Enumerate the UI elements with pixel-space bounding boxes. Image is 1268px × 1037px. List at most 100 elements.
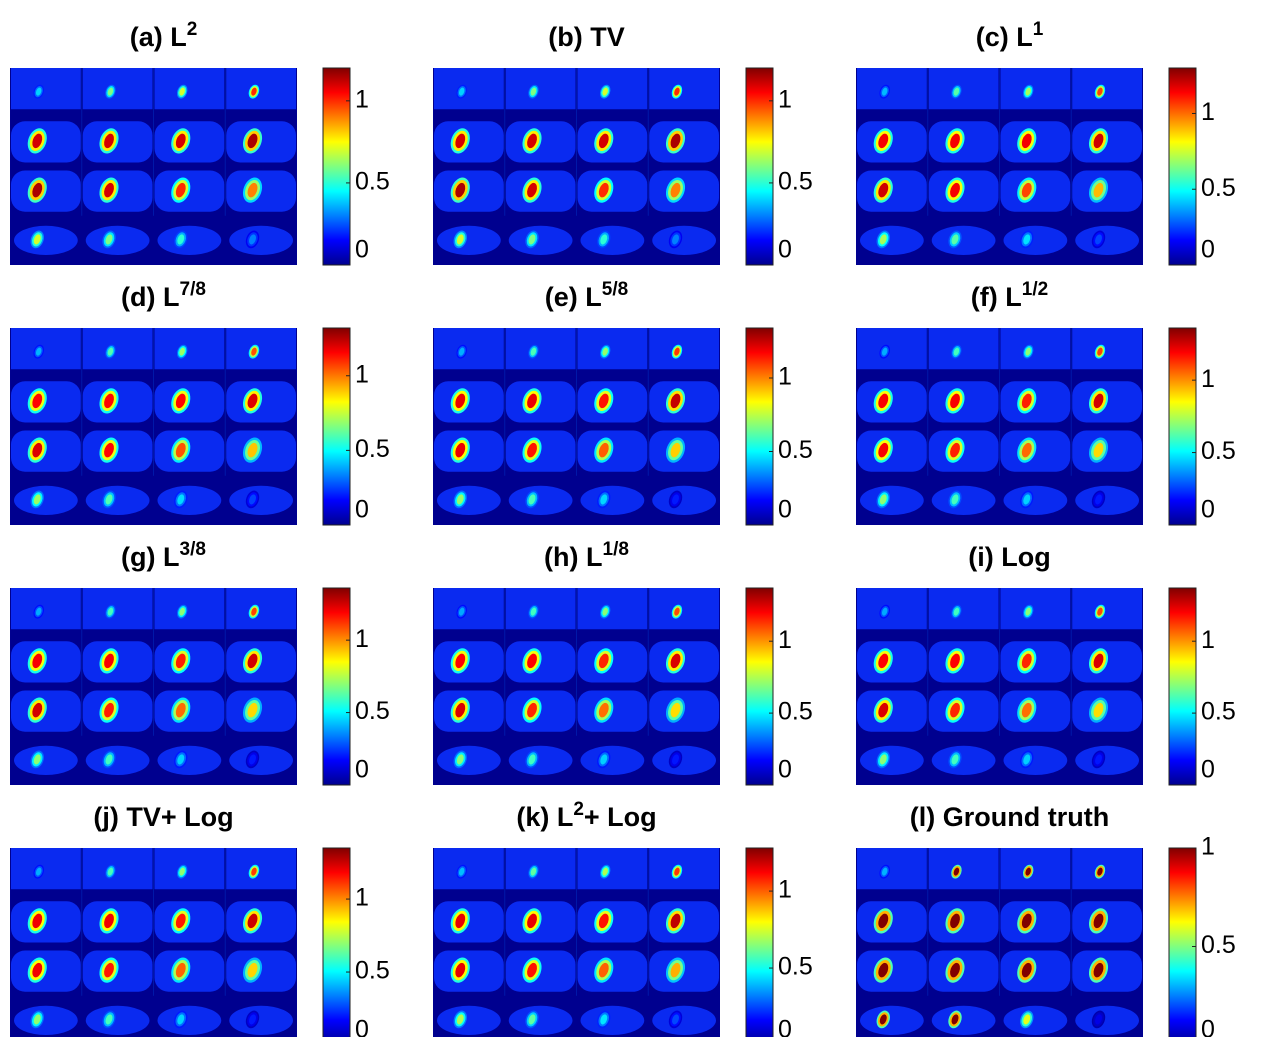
- body-slice: [860, 226, 924, 255]
- body-slice: [932, 1006, 996, 1035]
- colorbar: [1169, 848, 1196, 1037]
- title-text: (h) L: [544, 542, 602, 572]
- colorbar-tick-label: 0.5: [778, 953, 813, 981]
- colorbar: [746, 68, 773, 265]
- body-slice: [509, 486, 573, 515]
- colorbar: [1169, 328, 1196, 525]
- body-slice: [581, 486, 645, 515]
- title-text: (d) L: [121, 282, 179, 312]
- body-slice: [509, 746, 573, 775]
- body-slice: [14, 1006, 78, 1035]
- body-slice: [434, 328, 504, 369]
- body-slice: [652, 1006, 716, 1035]
- body-slice: [1072, 588, 1142, 629]
- title-text: (c) L: [976, 22, 1033, 52]
- colorbar-tick-label: 1: [778, 876, 792, 904]
- body-slice: [86, 486, 150, 515]
- colorbar-tick-label: 0.5: [355, 957, 390, 985]
- body-slice: [509, 1006, 573, 1035]
- colorbar: [323, 848, 350, 1037]
- colorbar-tick-label: 0.5: [355, 697, 390, 725]
- colorbar-tick-label: 0.5: [355, 435, 390, 463]
- body-slice: [1001, 588, 1071, 629]
- body-slice: [1004, 1006, 1068, 1035]
- colorbar-tick-label: 1: [1201, 626, 1215, 654]
- body-slice: [1001, 848, 1071, 889]
- colorbar-tick-label: 0.5: [355, 168, 390, 196]
- title-text: (j) TV+ Log: [93, 802, 233, 832]
- body-slice: [229, 486, 293, 515]
- colorbar: [746, 328, 773, 525]
- body-slice: [932, 226, 996, 255]
- body-slice: [860, 746, 924, 775]
- title-text: (e) L: [545, 282, 602, 312]
- colorbar-tick-label: 0.5: [1201, 174, 1236, 202]
- body-slice: [1001, 68, 1071, 109]
- panel-title: (j) TV+ Log: [93, 802, 233, 832]
- colorbar-tick-label: 0: [1201, 496, 1215, 524]
- body-slice: [506, 68, 576, 109]
- colorbar-tick-label: 0: [1201, 1016, 1215, 1037]
- body-slice: [229, 226, 293, 255]
- body-slice: [506, 848, 576, 889]
- title-superscript: 2: [187, 19, 198, 40]
- body-slice: [86, 1006, 150, 1035]
- body-slice: [578, 68, 648, 109]
- title-superscript: 3/8: [180, 539, 206, 560]
- colorbar-tick-label: 0.5: [1201, 437, 1236, 465]
- colorbar-tick-label: 0: [778, 1016, 792, 1037]
- colorbar-tick-label: 0: [355, 756, 369, 784]
- body-slice: [14, 486, 78, 515]
- colorbar-tick-label: 1: [355, 360, 369, 388]
- body-slice: [929, 328, 999, 369]
- panel-title: (d) L7/8: [121, 279, 206, 312]
- colorbar-tick-label: 0: [778, 496, 792, 524]
- title-text: (l) Ground truth: [910, 802, 1109, 832]
- body-slice: [229, 1006, 293, 1035]
- body-slice: [506, 328, 576, 369]
- title-text: + Log: [584, 802, 657, 832]
- colorbar-tick-label: 0: [1201, 236, 1215, 264]
- body-slice: [86, 226, 150, 255]
- body-slice: [226, 68, 296, 109]
- colorbar: [746, 588, 773, 785]
- colorbar-tick-label: 1: [355, 625, 369, 653]
- body-slice: [1075, 1006, 1139, 1035]
- colorbar: [323, 68, 350, 265]
- title-superscript: 1/2: [1022, 279, 1048, 300]
- body-slice: [857, 588, 927, 629]
- title-superscript: 1/8: [603, 539, 629, 560]
- body-slice: [1001, 328, 1071, 369]
- body-slice: [1072, 68, 1142, 109]
- body-slice: [506, 588, 576, 629]
- title-text: (g) L: [121, 542, 179, 572]
- body-slice: [929, 588, 999, 629]
- body-slice: [83, 588, 153, 629]
- body-slice: [434, 588, 504, 629]
- body-slice: [581, 1006, 645, 1035]
- body-slice: [1075, 226, 1139, 255]
- colorbar: [746, 848, 773, 1037]
- colorbar-tick-label: 1: [355, 884, 369, 912]
- body-slice: [155, 588, 225, 629]
- colorbar-tick-label: 1: [355, 85, 369, 113]
- body-slice: [581, 226, 645, 255]
- body-slice: [581, 746, 645, 775]
- body-slice: [649, 328, 719, 369]
- body-slice: [652, 746, 716, 775]
- colorbar: [1169, 588, 1196, 785]
- body-slice: [83, 68, 153, 109]
- body-slice: [649, 848, 719, 889]
- title-superscript: 2: [573, 799, 584, 820]
- body-slice: [437, 1006, 501, 1035]
- body-slice: [158, 746, 222, 775]
- body-slice: [860, 1006, 924, 1035]
- colorbar-tick-label: 0.5: [778, 168, 813, 196]
- colorbar: [323, 328, 350, 525]
- body-slice: [226, 328, 296, 369]
- panel-title: (e) L5/8: [545, 279, 628, 312]
- colorbar-tick-label: 0: [1201, 756, 1215, 784]
- body-slice: [14, 226, 78, 255]
- body-slice: [155, 328, 225, 369]
- body-slice: [929, 848, 999, 889]
